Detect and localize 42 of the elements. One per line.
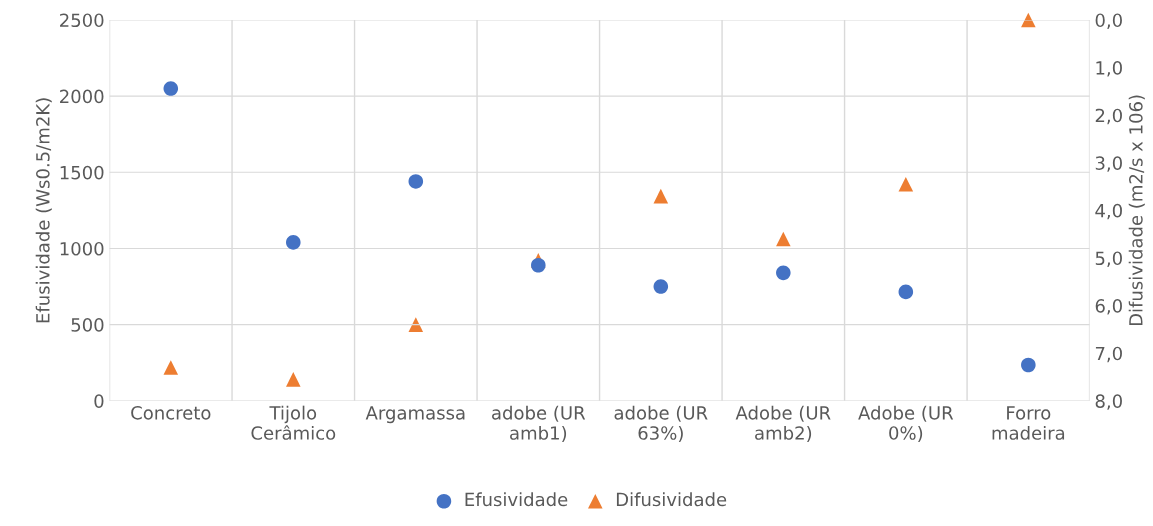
y-axis-title: Efusividade (Ws0.5/m2K) (35, 98, 52, 323)
y-tick-label: 2500 (60, 13, 104, 28)
y2-tick-label: 8,0 (1095, 394, 1122, 410)
point (1021, 12, 1036, 28)
y2-tick-label: 1,0 (1096, 61, 1122, 77)
x-tick-label: adobe (UR amb1) (492, 405, 586, 442)
x-tick-label: Concreto (131, 405, 211, 420)
x-tick-label: adobe (UR 63%) (614, 405, 708, 442)
point (898, 284, 914, 300)
x-tick-label: Adobe (UR 0%) (858, 405, 954, 442)
y2-tick-label: 7,0 (1095, 346, 1122, 363)
y-tick-label: 1000 (60, 241, 104, 256)
y-tick-label: 500 (71, 318, 104, 332)
point (776, 231, 791, 247)
point (163, 81, 179, 96)
point (286, 372, 301, 387)
legend-label: Difusividade (616, 492, 727, 507)
point (286, 235, 301, 250)
x-tick-label: Tijolo Cerâmico (251, 405, 336, 440)
y2-tick-label: 5,0 (1095, 251, 1122, 267)
point (776, 265, 791, 281)
y-tick-label: 2000 (60, 89, 104, 104)
x-tick-label: Adobe (UR amb2) (735, 405, 831, 442)
y-tick-label: 1500 (60, 165, 104, 180)
y2-axis-title: Difusividade (m2/s x 106) (1128, 95, 1145, 326)
x-tick-label: Argamassa (365, 406, 465, 424)
y2-tick-label: 4,0 (1095, 203, 1122, 220)
point (653, 279, 669, 294)
y2-tick-label: 6,0 (1095, 299, 1122, 315)
point (898, 176, 914, 192)
y2-tick-label: 2,0 (1095, 108, 1122, 125)
point (531, 257, 546, 273)
y-tick-label: 0 (94, 394, 104, 408)
y2-tick-label: 0,0 (1095, 13, 1122, 29)
y2-tick-label: 3,0 (1095, 156, 1122, 172)
x-tick-label: Forro madeira (992, 406, 1065, 440)
legend-label: Efusividade (465, 492, 568, 507)
point (163, 360, 179, 375)
point (408, 174, 424, 189)
point (1021, 357, 1036, 373)
point (653, 188, 669, 204)
point (408, 317, 424, 332)
